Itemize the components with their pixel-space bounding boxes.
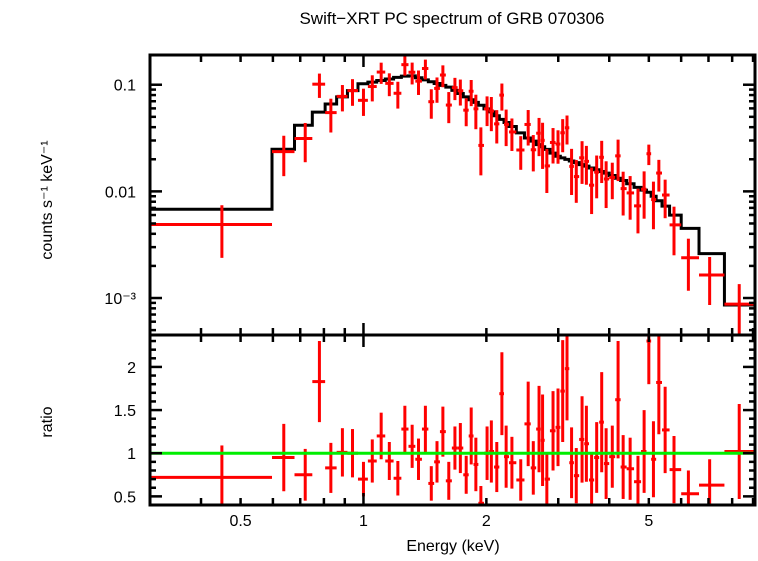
y-tick-label-top: 10⁻³ [104,291,136,308]
y-tick-label-top: 0.01 [105,184,136,201]
y-axis-label-top: counts s⁻¹ keV⁻¹ [39,140,56,259]
y-tick-label-bottom: 0.5 [114,489,136,506]
x-tick-label: 0.5 [229,513,251,530]
x-tick-label: 2 [482,513,491,530]
x-axis-label: Energy (keV) [406,538,499,555]
x-tick-label: 1 [359,513,368,530]
model-step-line [150,74,755,307]
y-tick-label-bottom: 2 [127,360,136,377]
y-tick-label-bottom: 1 [127,446,136,463]
chart-title: Swift−XRT PC spectrum of GRB 070306 [299,9,604,28]
x-tick-label: 5 [644,513,653,530]
y-tick-label-bottom: 1.5 [114,403,136,420]
y-tick-label-top: 0.1 [114,78,136,95]
y-axis-label-bottom: ratio [39,406,56,437]
bottom-panel-frame [148,333,757,507]
